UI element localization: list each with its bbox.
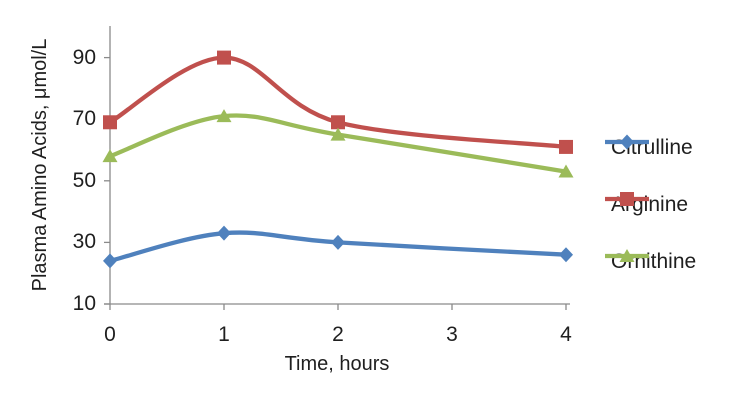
arginine-series (103, 50, 573, 154)
arginine-square-marker-icon (331, 115, 345, 130)
citrulline-diamond-marker-icon (331, 234, 345, 250)
arginine-legend-marker-icon (605, 192, 649, 206)
arginine-legend-square-icon (620, 192, 634, 206)
x-tick-label: 1 (218, 323, 230, 346)
x-tick-label: 2 (332, 323, 344, 346)
x-tick-label: 4 (560, 323, 572, 346)
citrulline-diamond-marker-icon (217, 225, 231, 241)
ornithine-triangle-marker-icon (558, 164, 574, 178)
x-tick-label: 0 (104, 323, 116, 346)
y-tick-label: 50 (72, 168, 96, 192)
citrulline-diamond-marker-icon (103, 253, 117, 269)
ornithine-legend-triangle-icon (619, 249, 635, 262)
legend-item-ornithine: Ornithine (604, 248, 696, 276)
legend-item-arginine: Arginine (604, 191, 688, 219)
ornithine-triangle-marker-icon (102, 149, 118, 163)
y-tick-label: 70 (72, 107, 96, 131)
arginine-square-marker-icon (103, 115, 117, 130)
y-tick-label: 10 (72, 292, 96, 315)
legend-item-citrulline: Citrulline (604, 134, 693, 162)
arginine-square-marker-icon (559, 139, 573, 154)
x-tick-label: 3 (446, 323, 458, 346)
ornithine-triangle-marker-icon (330, 127, 346, 141)
citrulline-diamond-marker-icon (559, 247, 573, 263)
y-tick-label: 30 (72, 230, 96, 254)
ornithine-legend-marker-icon (605, 249, 649, 262)
arginine-square-marker-icon (217, 50, 231, 65)
ornithine-triangle-marker-icon (216, 109, 232, 123)
citrulline-legend-diamond-icon (620, 134, 634, 150)
x-axis-title: Time, hours (284, 353, 390, 375)
axes (104, 26, 570, 310)
series-lines (102, 50, 574, 269)
ornithine-series (102, 109, 574, 178)
citrulline-series (103, 225, 573, 269)
y-tick-label: 90 (72, 45, 96, 69)
citrulline-legend-marker-icon (605, 134, 649, 150)
